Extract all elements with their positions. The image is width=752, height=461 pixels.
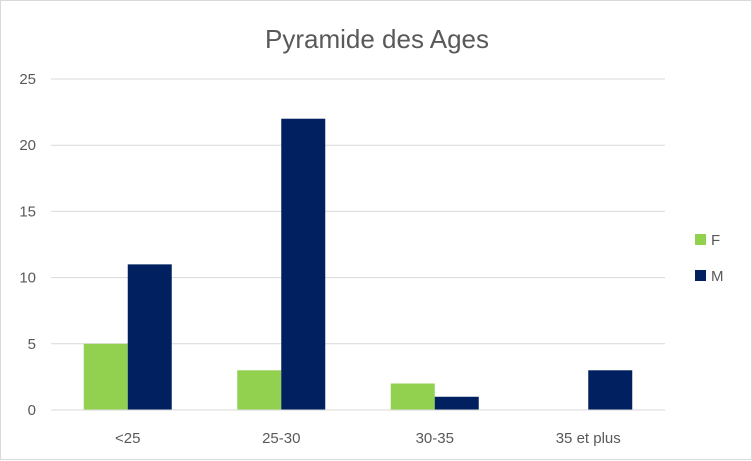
x-tick-label: 30-35 [416,430,454,447]
y-tick-label: 25 [19,71,36,88]
bar-M-2 [434,396,479,410]
chart-title: Pyramide des Ages [265,24,489,54]
bars [83,118,633,410]
bar-M-0 [127,264,172,410]
y-tick-label: 5 [28,336,36,353]
x-axis-ticks: <25 25-30 30-35 35 et plus [115,430,621,447]
bar-F-0 [83,343,128,410]
bar-F-2 [390,383,435,410]
y-tick-label: 20 [19,137,36,154]
y-axis-ticks: 0 5 10 15 20 25 [19,71,36,419]
bar-F-1 [237,370,282,410]
x-tick-label: 25-30 [262,430,300,447]
legend-swatch-F [695,234,706,245]
legend-label-M: M [711,268,724,285]
bar-M-3 [588,370,633,410]
legend-label-F: F [711,232,720,249]
x-tick-label: <25 [115,430,140,447]
y-tick-label: 15 [19,203,36,220]
y-tick-label: 0 [28,402,36,419]
y-tick-label: 10 [19,270,36,287]
legend: FM [695,232,724,285]
x-tick-label: 35 et plus [556,430,621,447]
legend-swatch-M [695,270,706,281]
bar-M-1 [281,118,326,410]
